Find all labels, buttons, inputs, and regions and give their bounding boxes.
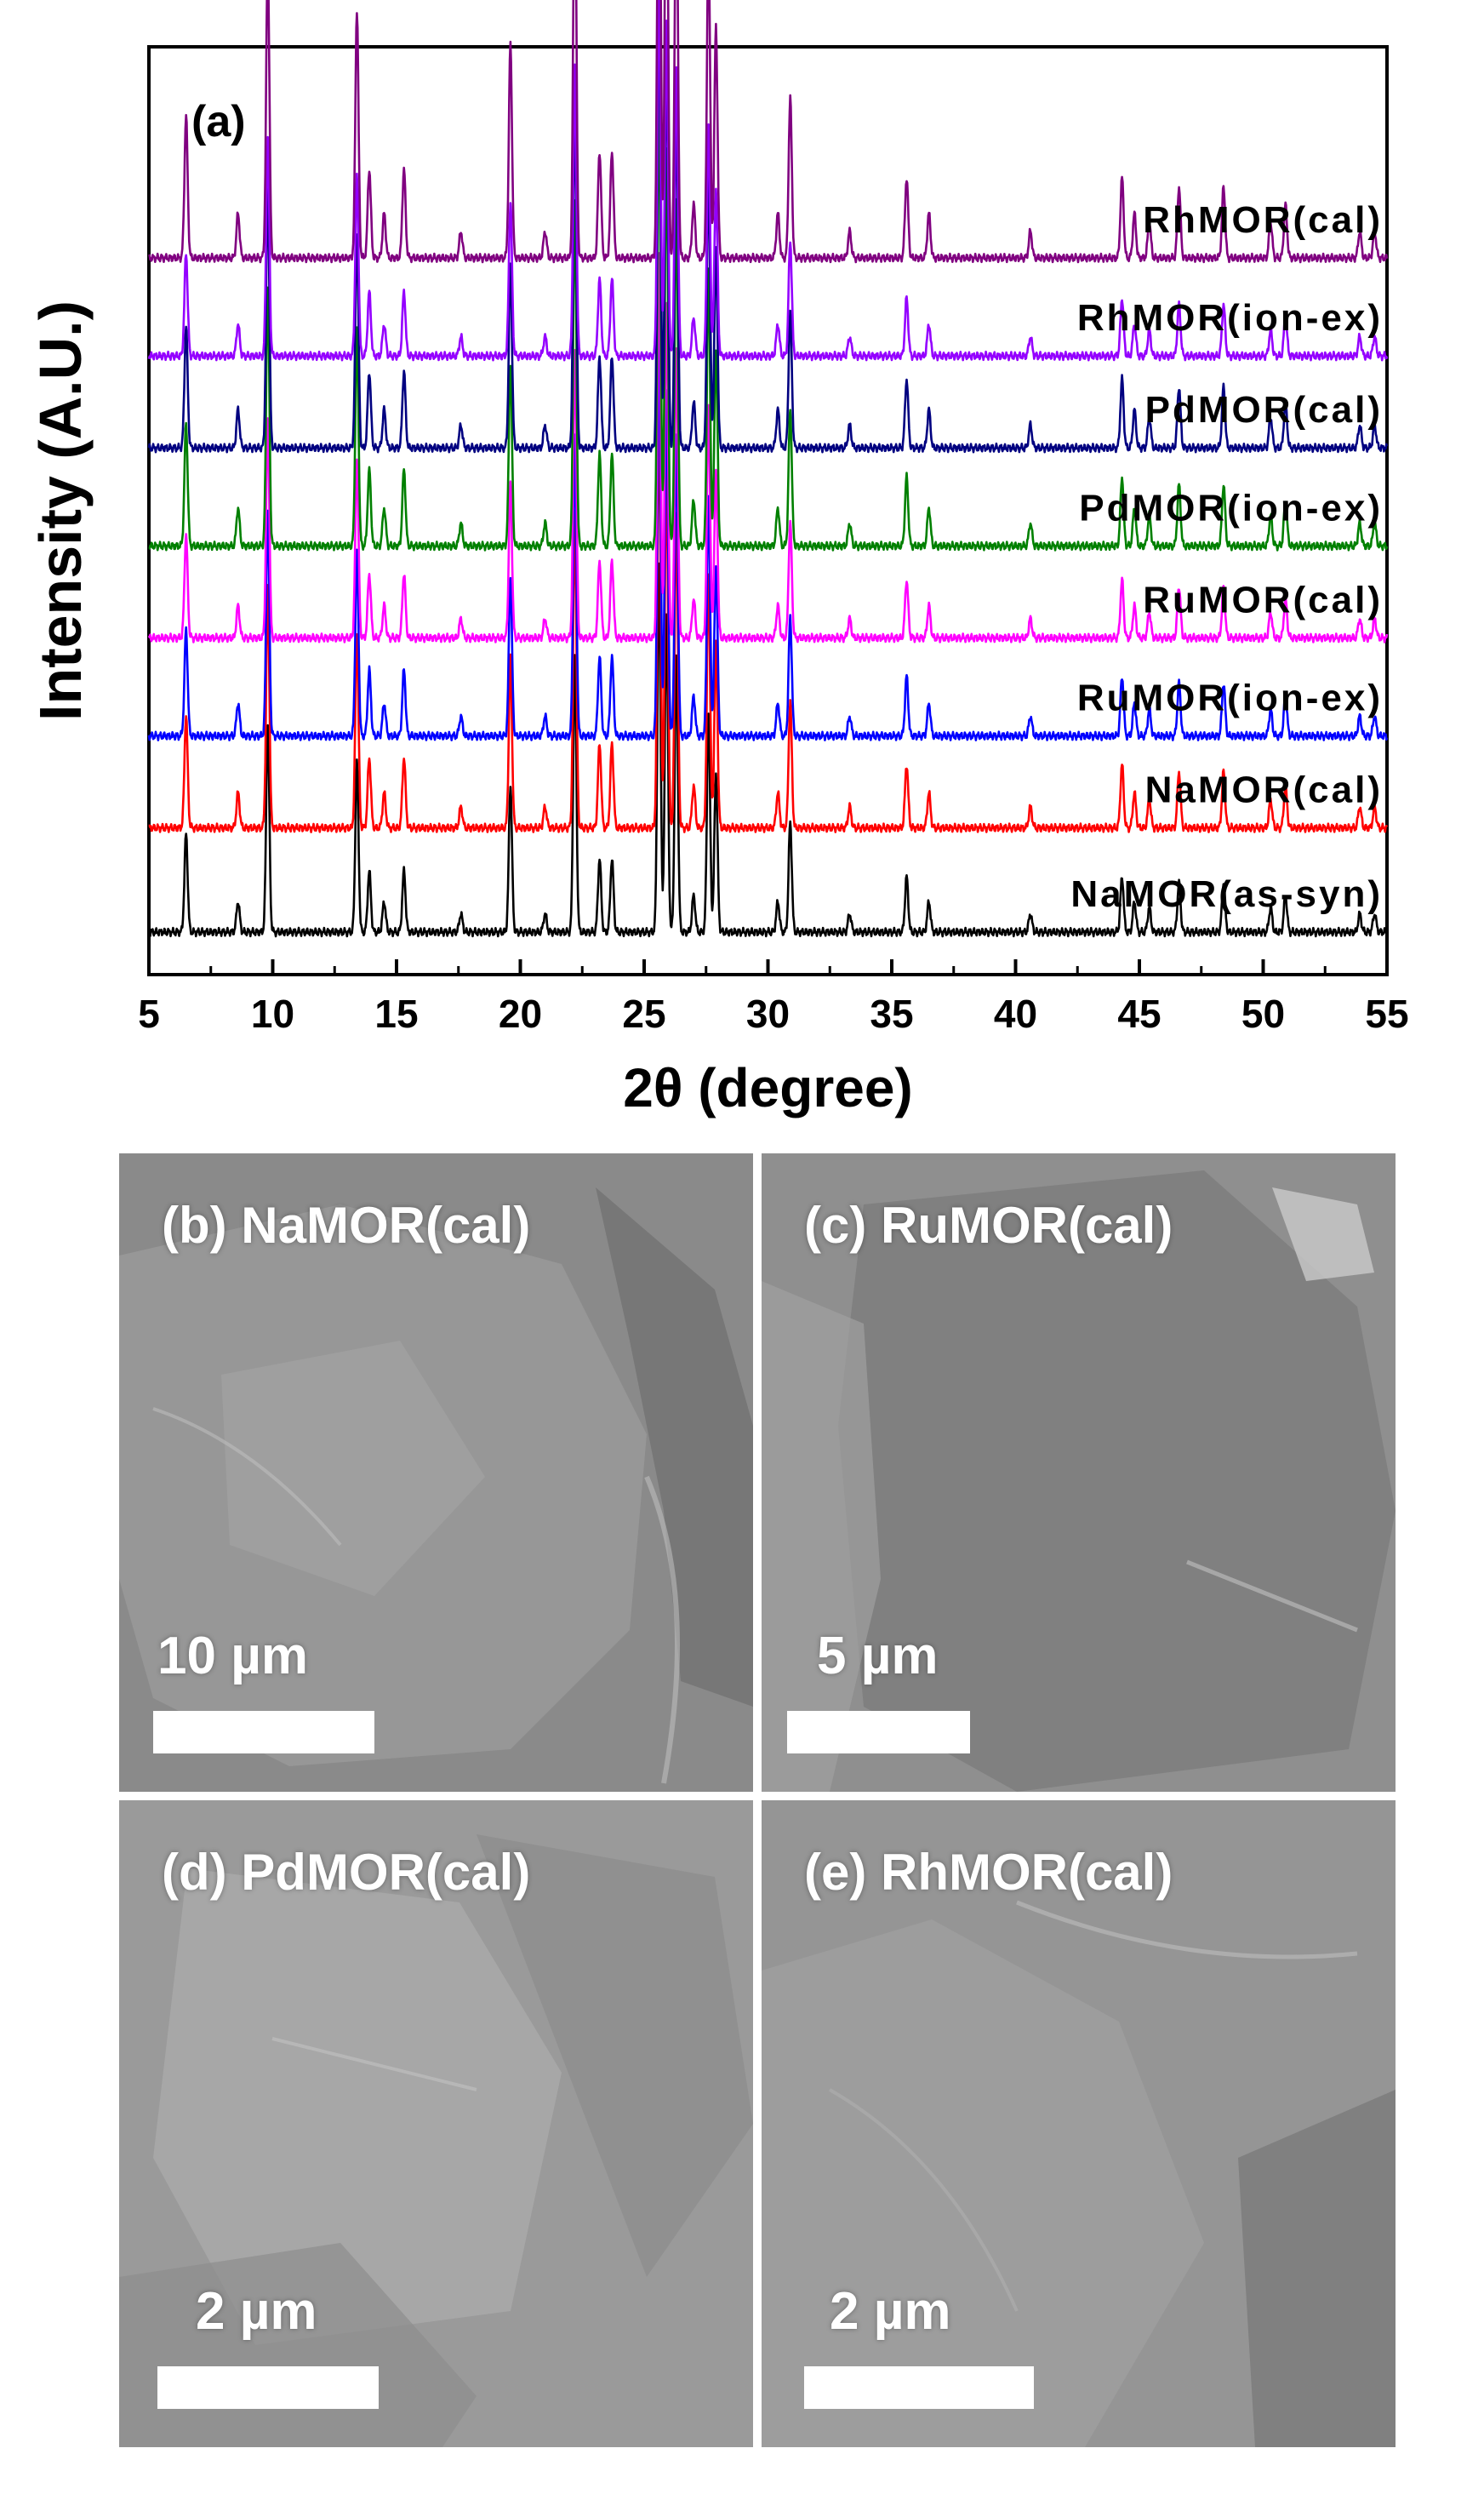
scale-bar-label: 10 µm xyxy=(157,1627,309,1685)
series-line-NaMOR(cal) xyxy=(148,408,1389,833)
series-line-PdMOR(cal) xyxy=(147,0,1389,454)
sem-image-namor: (b) NaMOR(cal) 10 µm xyxy=(119,1153,753,1792)
series-label: RuMOR(ion-ex) xyxy=(1077,678,1383,719)
sem-panel-label: (c) RuMOR(cal) xyxy=(804,1197,1173,1254)
x-tick-label: 10 xyxy=(251,992,294,1036)
series-label: PdMOR(cal) xyxy=(1145,389,1383,431)
x-tick-label: 40 xyxy=(994,992,1037,1036)
x-tick-label: 35 xyxy=(870,992,913,1036)
x-tick-label: 55 xyxy=(1365,992,1408,1036)
sem-image-rumor: (c) RuMOR(cal) 5 µm xyxy=(762,1153,1396,1792)
series-label: RuMOR(cal) xyxy=(1143,579,1383,621)
series-label: RhMOR(ion-ex) xyxy=(1077,297,1383,339)
scale-bar-label: 2 µm xyxy=(830,2282,951,2341)
series-line-RhMOR(cal) xyxy=(147,0,1389,264)
x-tick-label: 45 xyxy=(1117,992,1161,1036)
sem-image-rhmor: (e) RhMOR(cal) 2 µm xyxy=(762,1800,1396,2447)
x-axis-label: 2θ (degree) xyxy=(623,1057,912,1118)
xrd-chart-svg: NaMOR(as-syn) NaMOR(cal) RuMOR(ion-ex) RuMO… xyxy=(27,0,1409,1118)
series-label: PdMOR(ion-ex) xyxy=(1079,487,1383,529)
xrd-chart: NaMOR(as-syn) NaMOR(cal) RuMOR(ion-ex) RuMO… xyxy=(0,0,1484,1141)
sem-panel-label: (b) NaMOR(cal) xyxy=(162,1197,531,1254)
scale-bar xyxy=(787,1711,970,1753)
series-label: NaMOR(as-syn) xyxy=(1070,873,1383,915)
x-tick-label: 50 xyxy=(1241,992,1285,1036)
sem-panel-label: (d) PdMOR(cal) xyxy=(162,1844,531,1901)
scale-bar xyxy=(804,2366,1034,2409)
scale-bar xyxy=(157,2366,379,2409)
sem-micrograph xyxy=(119,1153,753,1792)
panel-label: (a) xyxy=(191,97,246,146)
y-axis-label: Intensity (A.U.) xyxy=(27,300,94,721)
x-tick-label: 30 xyxy=(746,992,790,1036)
series-line-PdMOR(ion-ex) xyxy=(148,81,1389,552)
x-tick-label: 5 xyxy=(138,992,160,1036)
sem-micrograph xyxy=(762,1800,1396,2447)
sem-panel-label: (e) RhMOR(cal) xyxy=(804,1844,1173,1901)
scale-bar-label: 2 µm xyxy=(196,2282,317,2341)
sem-micrograph xyxy=(762,1153,1396,1792)
sem-micrograph xyxy=(119,1800,753,2447)
series-line-NaMOR(as-syn) xyxy=(148,562,1389,938)
x-tick-label: 20 xyxy=(499,992,542,1036)
series-line-RhMOR(ion-ex) xyxy=(147,0,1389,362)
series-line-RuMOR(cal) xyxy=(147,252,1389,644)
sem-image-grid: (b) NaMOR(cal) 10 µm (c) RuMOR(cal) 5 µm… xyxy=(119,1153,1396,2447)
series-label: RhMOR(cal) xyxy=(1143,199,1383,241)
x-tick-label: 15 xyxy=(374,992,418,1036)
x-tick-label: 25 xyxy=(622,992,665,1036)
series-line-RuMOR(ion-ex) xyxy=(147,335,1389,741)
scale-bar-label: 5 µm xyxy=(817,1627,939,1685)
scale-bar xyxy=(153,1711,374,1753)
series-label: NaMOR(cal) xyxy=(1145,769,1383,811)
sem-image-pdmor: (d) PdMOR(cal) 2 µm xyxy=(119,1800,753,2447)
